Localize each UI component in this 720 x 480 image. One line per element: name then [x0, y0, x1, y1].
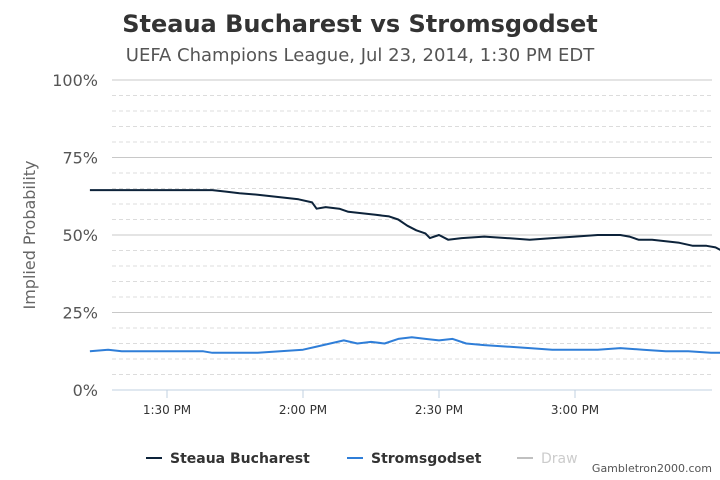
chart-title: Steaua Bucharest vs Stromsgodset [122, 10, 598, 38]
y-axis-ticks: 0% 25% 50% 75% 100% [52, 71, 98, 400]
series-line-steaua-bucharest [89, 189, 720, 251]
legend-item-stromsgodset: Stromsgodset [371, 451, 482, 467]
x-tick-label: 3:00 PM [551, 403, 599, 417]
y-tick-label: 25% [62, 304, 98, 323]
y-axis-label: Implied Probability [20, 160, 39, 309]
series-lines [89, 189, 720, 354]
y-tick-label: 50% [62, 226, 98, 245]
y-tick-label: 75% [62, 149, 98, 168]
legend-item-draw: Draw [541, 451, 578, 467]
x-axis-ticks: 1:30 PM 2:00 PM 2:30 PM 3:00 PM [143, 390, 599, 417]
chart-subtitle: UEFA Champions League, Jul 23, 2014, 1:3… [126, 45, 595, 66]
x-tick-label: 2:30 PM [415, 403, 463, 417]
credit: Gambletron2000.com [592, 462, 712, 475]
series-line-stromsgodset [89, 336, 720, 354]
x-tick-label: 2:00 PM [279, 403, 327, 417]
y-tick-label: 100% [52, 71, 98, 90]
legend: Steaua Bucharest Stromsgodset Draw [146, 451, 578, 467]
legend-item-steaua-bucharest: Steaua Bucharest [170, 451, 310, 467]
x-tick-label: 1:30 PM [143, 403, 191, 417]
y-tick-label: 0% [73, 381, 98, 400]
